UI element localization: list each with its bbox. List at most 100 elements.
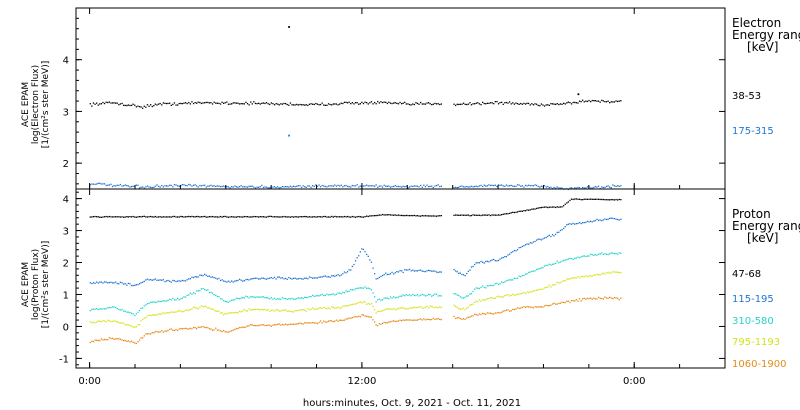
data-point [597,185,600,187]
data-point [563,102,565,104]
data-point [531,270,533,272]
data-point [586,276,589,278]
data-point [585,198,587,200]
data-point [453,214,455,216]
data-point [593,186,595,189]
data-point [275,216,277,218]
data-point [405,319,407,321]
data-point [342,186,344,188]
data-point [167,312,169,314]
data-point [418,306,420,308]
data-point [324,104,326,106]
data-point [299,185,301,187]
data-point [129,325,131,327]
data-point [364,315,366,317]
data-point [310,186,312,189]
data-point [170,216,172,218]
data-point [420,184,422,187]
data-point [115,216,117,218]
plot-frame [75,188,726,369]
data-point [148,105,150,107]
data-point [431,318,433,321]
data-point [383,273,385,276]
data-point [378,185,380,187]
data-point [564,301,566,304]
data-point [253,186,255,188]
data-point [421,103,423,105]
data-point [421,186,423,188]
data-point [316,322,319,325]
data-point [150,186,152,188]
data-point [184,184,187,187]
data-point [389,273,392,275]
data-point [509,279,511,281]
data-point [184,280,187,282]
data-point [102,101,104,104]
data-point [497,103,500,105]
data-point [475,102,477,104]
data-point [410,104,412,106]
data-point [383,101,385,103]
data-point [378,102,380,104]
data-point [304,322,306,324]
data-point [564,203,566,205]
data-point [216,185,218,187]
data-point [399,270,401,272]
data-point [358,186,360,188]
data-point [161,279,163,281]
data-point [103,102,106,105]
data-point [599,274,601,276]
data-point [248,325,250,327]
data-point [277,186,279,188]
data-point [583,198,585,200]
data-point [243,326,245,329]
data-point [601,99,603,101]
data-point [169,328,171,331]
data-point [145,216,147,218]
data-point [137,283,139,286]
data-point [181,184,183,186]
data-point [551,263,554,265]
data-point [246,310,249,312]
data-point [175,104,177,106]
data-point [134,216,136,218]
data-point [226,331,228,333]
data-point [582,275,584,278]
data-point [610,297,612,299]
data-point [570,198,573,200]
data-point [610,187,612,189]
data-point [254,216,257,218]
data-point [192,216,195,218]
data-point [164,185,166,187]
data-point [459,214,461,216]
data-point [401,270,403,272]
data-point [612,298,614,300]
data-point [594,274,596,276]
data-point [343,292,346,294]
data-point [292,185,295,187]
data-point [370,316,373,318]
data-point [105,184,107,187]
data-point [369,303,371,305]
data-point [429,103,431,105]
data-point [405,308,407,310]
data-point [150,104,152,106]
data-point [165,330,168,332]
data-point [240,185,242,187]
data-point [138,106,141,108]
data-point [515,211,517,213]
data-point [421,307,423,309]
data-point [180,298,182,300]
data-point [334,275,336,277]
data-point [134,314,136,317]
data-point [302,309,304,311]
data-point [607,272,609,274]
data-point [216,329,218,331]
data-point [296,185,298,187]
data-point [582,99,584,101]
data-point [196,307,198,309]
data-point [210,102,212,104]
data-point [604,218,606,220]
data-point [121,216,123,218]
data-point [140,337,142,339]
